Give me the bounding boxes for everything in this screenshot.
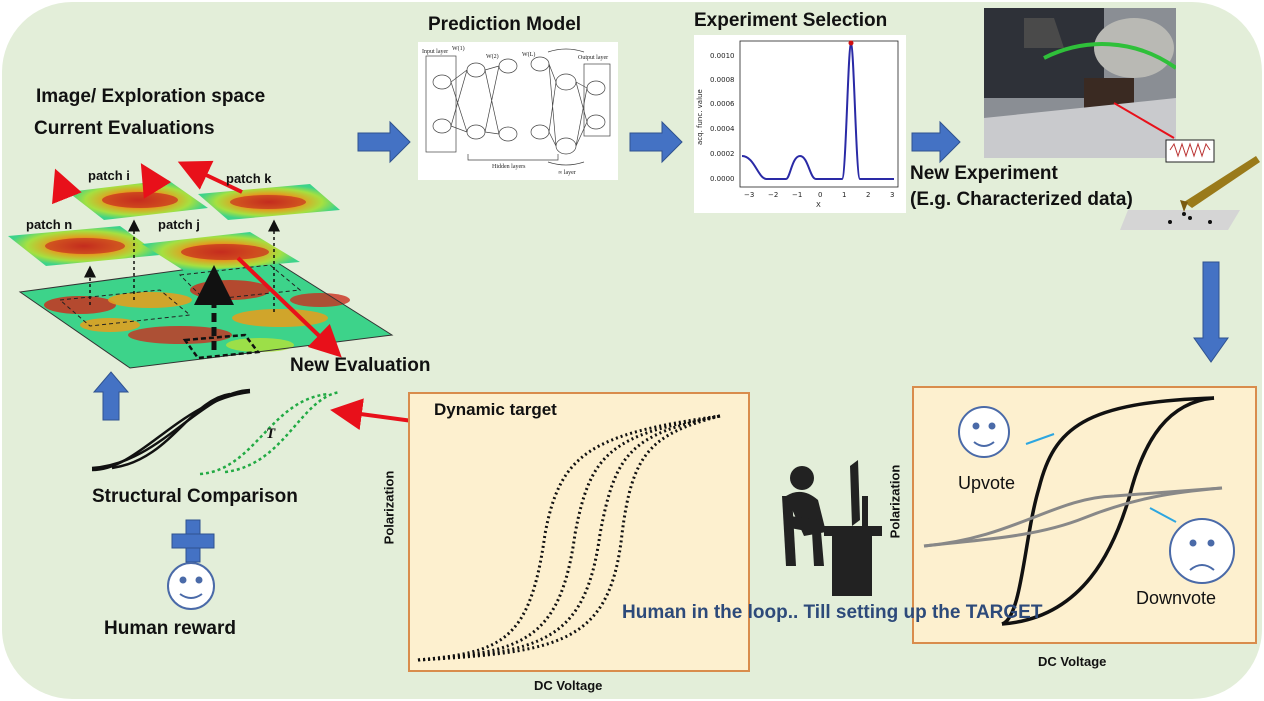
ytick-3: 0.0006: [710, 100, 735, 108]
nn-w2: W(2): [486, 53, 499, 60]
arrow-to-selection: [629, 120, 683, 164]
xtick-1: −3: [744, 191, 754, 199]
characterized-data-label: (E.g. Characterized data): [910, 189, 1133, 210]
new-experiment-title: New Experiment: [910, 163, 1058, 184]
patch-n: [8, 226, 160, 266]
acq-xlabel: X: [816, 201, 821, 209]
acquisition-plot: 0.0010 0.0008 0.0006 0.0004 0.0002 0.000…: [694, 35, 906, 213]
patch-i-label: patch i: [88, 168, 130, 183]
ytick-5: 0.0002: [710, 150, 735, 158]
ytick-2: 0.0008: [710, 76, 735, 84]
human-loop-ylabel: Polarization: [887, 464, 903, 539]
human-loop-curves: [923, 396, 1235, 626]
arrow-to-experiment: [911, 120, 961, 164]
exploration-map: [18, 257, 394, 369]
neural-network-figure: Input layer Output layer Hidden layers ∞…: [418, 42, 618, 180]
target-symbol: T: [266, 426, 276, 442]
dynamic-target-xlabel: DC Voltage: [534, 678, 603, 693]
instrument-photo-drawing: [984, 8, 1178, 158]
dynamic-target-ylabel: Polarization: [381, 470, 397, 545]
patch-k-label: patch k: [226, 171, 272, 186]
person-at-computer-icon: [782, 460, 882, 596]
patch-connectors: [84, 219, 280, 312]
neural-network-drawing: Input layer Output layer Hidden layers ∞…: [422, 45, 611, 176]
upvote-label: Upvote: [958, 473, 1016, 493]
dynamic-target-label: Dynamic target: [434, 400, 557, 419]
patch-k: [198, 184, 340, 220]
upvote-face: [958, 406, 1010, 458]
plus-cross-h: [171, 533, 215, 549]
current-evaluations-title: Current Evaluations: [34, 118, 215, 139]
dynamic-target-loops: [417, 414, 721, 662]
xtick-7: 3: [890, 191, 894, 199]
xtick-2: −2: [768, 191, 778, 199]
human-loop-xlabel: DC Voltage: [1038, 654, 1107, 669]
patch-j: [142, 232, 300, 272]
ytick-1: 0.0010: [710, 52, 735, 60]
human-in-loop-box: Upvote Downvote: [912, 386, 1257, 644]
arrow-down: [1193, 261, 1229, 363]
acquisition-plot-drawing: 0.0010 0.0008 0.0006 0.0004 0.0002 0.000…: [696, 40, 899, 209]
comparison-loops: [91, 388, 341, 476]
instrument-photo: [984, 8, 1178, 158]
patch-n-label: patch n: [26, 217, 73, 232]
new-evaluation-label: New Evaluation: [290, 355, 431, 376]
human-reward-face: [167, 562, 215, 610]
prediction-model-title: Prediction Model: [428, 14, 582, 35]
ytick-4: 0.0004: [710, 125, 735, 133]
xtick-6: 2: [866, 191, 870, 199]
arrow-to-prediction: [357, 120, 411, 164]
human-in-loop-caption: Human in the loop.. Till setting up the …: [622, 602, 1043, 623]
nn-hidden-layers: Hidden layers: [492, 164, 526, 170]
xtick-4: 0: [818, 191, 822, 199]
red-arrows: [52, 160, 421, 431]
patch-j-label: patch j: [158, 217, 200, 232]
nn-wl: W(L): [522, 51, 535, 58]
acq-ylabel: acq. func. value: [696, 89, 704, 145]
nn-output-layer: Output layer: [578, 55, 608, 61]
experiment-selection-title: Experiment Selection: [694, 10, 888, 31]
xtick-3: −1: [792, 191, 802, 199]
downvote-face: [1169, 518, 1235, 584]
xtick-5: 1: [842, 191, 846, 199]
dynamic-target-box: Dynamic target: [408, 392, 750, 672]
structural-comparison-label: Structural Comparison: [92, 486, 298, 507]
nn-input-layer: Input layer: [422, 49, 448, 55]
nn-w1: W(1): [452, 45, 465, 52]
nn-inf-layer: ∞ layer: [558, 170, 576, 176]
image-space-title: Image/ Exploration space: [36, 86, 266, 107]
ytick-6: 0.0000: [710, 175, 735, 183]
afm-tip: [1120, 139, 1260, 230]
arrow-up: [92, 371, 130, 421]
downvote-label: Downvote: [1136, 588, 1217, 608]
human-reward-label: Human reward: [104, 618, 236, 639]
